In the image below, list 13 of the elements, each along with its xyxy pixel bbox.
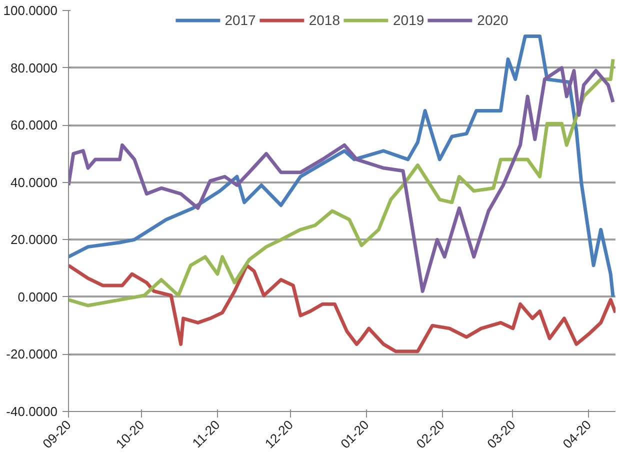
legend-label: 2020 bbox=[477, 12, 508, 28]
y-tick-label: -40.0000 bbox=[6, 404, 58, 419]
y-tick-label: -20.0000 bbox=[6, 346, 58, 362]
y-tick-label: 20.0000 bbox=[10, 232, 58, 248]
y-tick-label: 0.0000 bbox=[18, 289, 58, 304]
line-series bbox=[68, 264, 616, 354]
y-tick-label: 60.0000 bbox=[10, 118, 58, 133]
y-tick-label: 100.0000 bbox=[3, 3, 58, 18]
legend-label: 2017 bbox=[224, 12, 256, 28]
legend-label: 2019 bbox=[393, 12, 424, 28]
legend-label: 2018 bbox=[308, 12, 340, 28]
y-tick-label: 40.0000 bbox=[10, 174, 58, 190]
y-tick-label: 80.0000 bbox=[10, 60, 58, 76]
